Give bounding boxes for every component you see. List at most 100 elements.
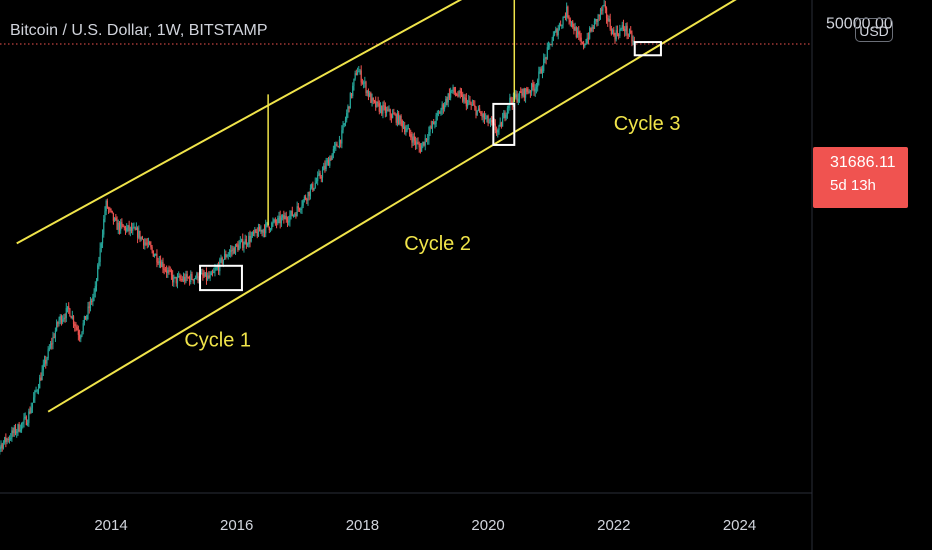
candle-body <box>149 241 151 245</box>
candle-body <box>42 364 44 371</box>
candle-body <box>83 316 86 324</box>
candle-body <box>139 230 141 240</box>
candle-body <box>211 272 214 274</box>
candle-body <box>356 71 359 75</box>
candle-body <box>11 430 13 439</box>
candle-body <box>453 87 455 93</box>
candle-body <box>437 112 440 114</box>
candle-body <box>436 113 438 115</box>
candle-body <box>120 222 122 231</box>
candle-body <box>526 88 528 92</box>
candle-body <box>451 89 453 91</box>
candle-body <box>527 91 529 93</box>
candle-body <box>621 25 623 29</box>
candle-body <box>208 275 210 278</box>
candle-body <box>319 173 321 178</box>
candle-body <box>29 411 31 413</box>
candle-body <box>214 269 216 272</box>
candle-body <box>549 43 551 45</box>
candle-body <box>458 91 460 96</box>
candle-body <box>406 128 408 131</box>
candle-body <box>185 274 187 282</box>
candle-body <box>539 68 541 72</box>
candle-body <box>487 115 489 123</box>
candle-body <box>132 227 134 231</box>
candle-body <box>560 24 562 26</box>
candle-body <box>574 27 576 31</box>
candle-body <box>4 437 6 443</box>
candle-body <box>570 21 573 23</box>
candle-body <box>450 90 452 98</box>
candle-body <box>517 98 519 102</box>
highlight-box[interactable] <box>492 102 516 146</box>
candle-body <box>95 280 98 287</box>
candle-body <box>576 31 579 38</box>
candle-body <box>469 100 471 104</box>
highlight-box[interactable] <box>633 41 662 57</box>
candle-body <box>428 131 430 140</box>
candle-body <box>532 83 534 88</box>
candle-body <box>179 275 181 279</box>
candle-body <box>521 92 523 96</box>
candle-body <box>86 315 88 320</box>
highlight-box[interactable] <box>199 264 243 292</box>
candle-body <box>230 250 232 253</box>
candle-body <box>376 101 378 108</box>
candle-body <box>495 130 498 133</box>
candle-body <box>616 30 619 35</box>
candle-body <box>41 370 43 381</box>
candle-body <box>400 115 402 121</box>
candle-body <box>421 145 423 152</box>
candle-body <box>296 206 298 217</box>
candle-body <box>60 316 63 323</box>
candle-body <box>136 227 139 238</box>
candle-body <box>97 265 99 281</box>
candle-body <box>104 211 106 220</box>
channel-upper-line[interactable] <box>16 0 829 245</box>
candle-body <box>631 33 633 42</box>
candle-body <box>358 71 360 73</box>
candle-body <box>306 199 308 201</box>
candle-body <box>14 427 17 434</box>
candle-body <box>363 82 365 84</box>
candle-body <box>227 254 229 256</box>
currency-button[interactable]: USD <box>855 18 893 42</box>
candle-body <box>318 173 320 176</box>
cycle-label[interactable]: Cycle 2 <box>404 233 471 255</box>
candle-body <box>289 215 291 222</box>
candle-body <box>555 29 557 32</box>
candle-body <box>528 91 530 93</box>
candle-body <box>452 87 454 90</box>
candle-body <box>118 222 121 231</box>
candle-body <box>443 105 446 110</box>
candle-body <box>567 6 569 18</box>
candle-body <box>129 227 131 231</box>
candle-body <box>213 271 215 273</box>
candle-body <box>284 216 286 220</box>
candle-body <box>382 105 384 114</box>
candle-body <box>134 227 136 230</box>
candle-body <box>234 244 237 254</box>
candle-body <box>72 316 75 325</box>
candle-body <box>620 28 622 30</box>
candle-body <box>346 113 348 120</box>
candle-body <box>224 254 226 260</box>
candle-body <box>584 44 586 47</box>
candle-body <box>503 112 505 119</box>
candle-body <box>111 210 113 213</box>
candle-body <box>509 97 511 106</box>
candle-body <box>334 145 336 149</box>
candle-body <box>115 217 117 220</box>
cycle-label[interactable]: Cycle 1 <box>184 330 251 352</box>
candle-body <box>537 80 539 88</box>
candle-body <box>371 97 373 103</box>
candle-body <box>93 291 95 298</box>
candle-body <box>531 83 533 93</box>
cycle-label[interactable]: Cycle 3 <box>614 113 681 135</box>
candle-body <box>147 241 150 244</box>
channel-lower-line[interactable] <box>47 0 828 413</box>
candle-body <box>326 160 328 163</box>
candle-body <box>43 359 46 365</box>
candle-body <box>312 183 314 191</box>
